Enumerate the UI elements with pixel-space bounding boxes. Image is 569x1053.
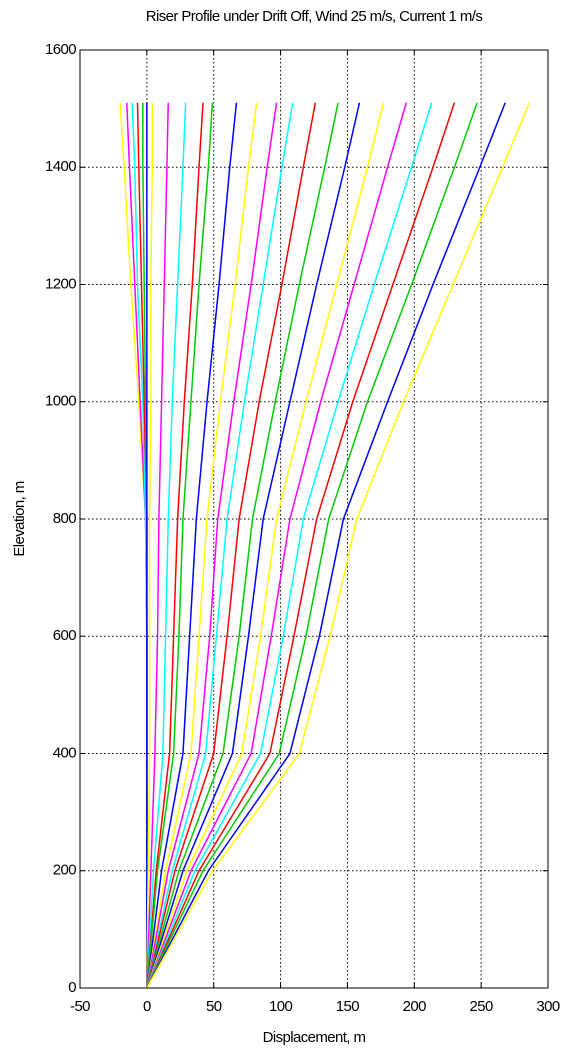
y-tick-label: 600 [53, 627, 76, 644]
x-tick-label: 250 [470, 998, 493, 1015]
x-tick-label: 50 [206, 998, 222, 1015]
y-tick-label: 400 [53, 744, 76, 761]
riser-line [146, 102, 361, 989]
y-tick-label: 1600 [45, 41, 76, 58]
riser-line [146, 102, 433, 989]
riser-line [146, 102, 258, 989]
riser-line [146, 102, 456, 989]
riser-line [146, 102, 317, 989]
x-tick-label: 300 [536, 998, 559, 1015]
riser-line [146, 102, 204, 989]
y-tick-label: 1000 [45, 393, 76, 410]
riser-line [146, 102, 278, 989]
y-tick-label: 1200 [45, 275, 76, 292]
x-tick-label: 150 [336, 998, 359, 1015]
x-tick-label: 0 [143, 998, 151, 1015]
riser-line [146, 102, 214, 989]
y-tick-label: 800 [53, 510, 76, 527]
riser-line [146, 102, 153, 989]
riser-line [146, 102, 238, 989]
riser-line [146, 102, 294, 989]
x-tick-label: 100 [269, 998, 292, 1015]
riser-line [146, 102, 530, 989]
riser-line [146, 102, 478, 989]
chart-title: Riser Profile under Drift Off, Wind 25 m… [146, 8, 483, 25]
riser-line [146, 102, 407, 989]
y-tick-label: 0 [68, 979, 76, 996]
x-tick-label: 200 [403, 998, 426, 1015]
riser-line [146, 102, 169, 989]
riser-line [146, 102, 506, 989]
y-axis-label: Elevation, m [11, 481, 28, 556]
riser-line [146, 102, 385, 989]
y-tick-label: 200 [53, 862, 76, 879]
riser-line [146, 102, 339, 989]
riser-line [146, 102, 187, 989]
x-axis-label: Displacement, m [263, 1029, 366, 1046]
plot-frame [79, 49, 549, 989]
y-tick-label: 1400 [45, 158, 76, 175]
x-tick-label: -50 [70, 998, 90, 1015]
